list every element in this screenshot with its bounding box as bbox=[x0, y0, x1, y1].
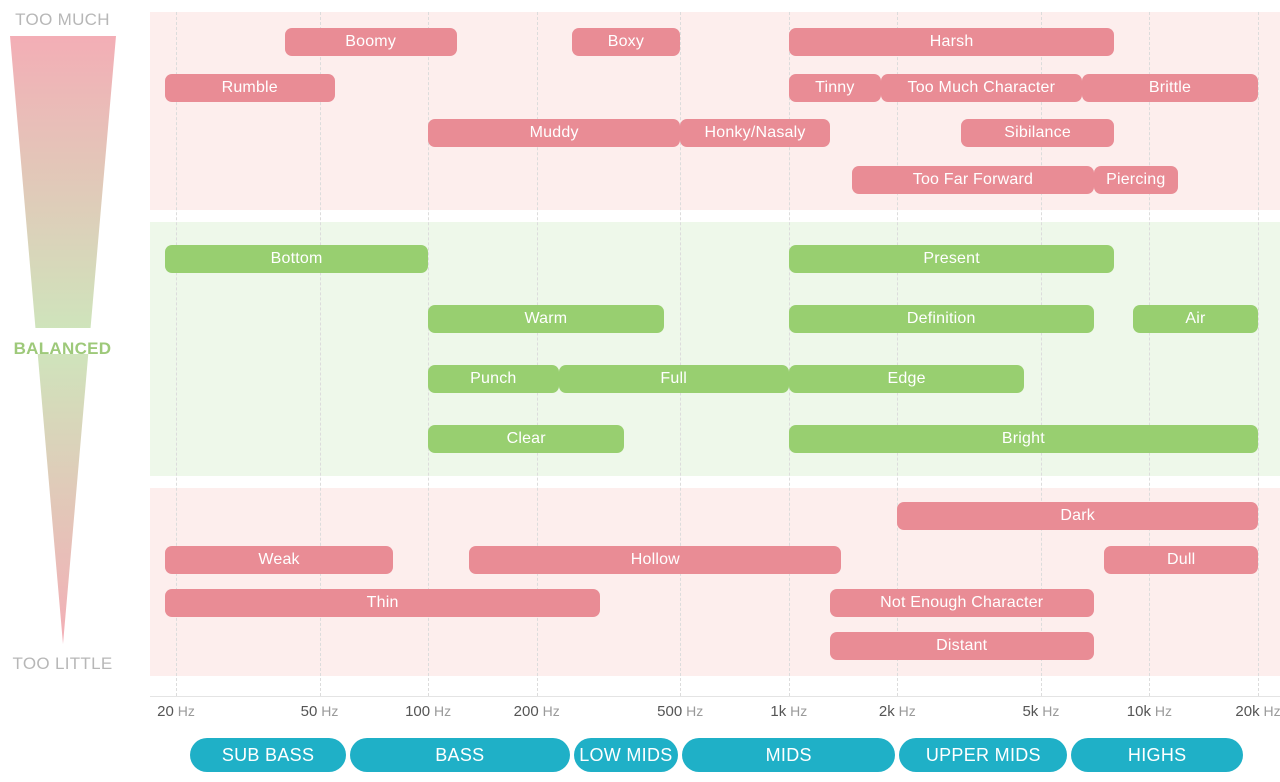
gridline bbox=[897, 12, 899, 696]
tick-number: 20k bbox=[1235, 703, 1260, 720]
term-distant: Distant bbox=[829, 632, 1094, 660]
tick-label: 200 Hz bbox=[514, 703, 560, 720]
tick-number: 5k bbox=[1022, 703, 1039, 720]
tick-label: 20k Hz bbox=[1235, 703, 1280, 720]
term-full: Full bbox=[558, 365, 789, 393]
tick-number: 10k bbox=[1126, 703, 1151, 720]
gridline bbox=[788, 12, 790, 696]
term-dull: Dull bbox=[1104, 546, 1258, 574]
level-wedge bbox=[10, 36, 116, 644]
term-dark: Dark bbox=[897, 502, 1258, 530]
tick-unit: Hz bbox=[1038, 703, 1060, 719]
term-piercing: Piercing bbox=[1093, 166, 1178, 194]
tick-label: 100 Hz bbox=[405, 703, 451, 720]
range-upper-mids: UPPER MIDS bbox=[899, 738, 1068, 772]
term-present: Present bbox=[788, 245, 1115, 273]
term-edge: Edge bbox=[788, 365, 1025, 393]
tick-unit: Hz bbox=[894, 703, 916, 719]
term-boomy: Boomy bbox=[284, 28, 457, 56]
tick-number: 100 bbox=[405, 703, 431, 720]
gridline bbox=[319, 12, 321, 696]
term-too-much-character: Too Much Character bbox=[880, 74, 1082, 102]
term-hollow: Hollow bbox=[469, 546, 842, 574]
term-rumble: Rumble bbox=[165, 74, 335, 102]
term-muddy: Muddy bbox=[428, 119, 681, 147]
term-bottom: Bottom bbox=[165, 245, 429, 273]
tick-number: 500 bbox=[657, 703, 683, 720]
tick-number: 200 bbox=[513, 703, 539, 720]
range-sub-bass: SUB BASS bbox=[190, 738, 347, 772]
scale-bottom-label: TOO LITTLE bbox=[12, 654, 113, 673]
gridline bbox=[176, 12, 177, 696]
term-thin: Thin bbox=[165, 589, 601, 617]
term-harsh: Harsh bbox=[788, 28, 1115, 56]
tick-unit: Hz bbox=[1259, 703, 1280, 719]
term-honky-nasaly: Honky/Nasaly bbox=[680, 119, 830, 147]
tick-unit: Hz bbox=[1150, 703, 1172, 719]
range-low-mids: LOW MIDS bbox=[573, 738, 679, 772]
scale-top-label: TOO MUCH bbox=[15, 10, 110, 29]
range-bass: BASS bbox=[350, 738, 570, 772]
term-tinny: Tinny bbox=[788, 74, 881, 102]
gridline bbox=[1149, 12, 1151, 696]
tick-label: 10k Hz bbox=[1127, 703, 1172, 720]
scale-mid-label: BALANCED bbox=[13, 339, 112, 358]
frequency-axis-line bbox=[150, 696, 1280, 697]
tick-label: 1k Hz bbox=[770, 703, 807, 720]
term-warm: Warm bbox=[428, 305, 664, 333]
gridline bbox=[536, 12, 538, 696]
tick-unit: Hz bbox=[538, 703, 560, 719]
tick-number: 50 bbox=[300, 703, 318, 720]
range-mids: MIDS bbox=[682, 738, 896, 772]
tick-label: 2k Hz bbox=[879, 703, 916, 720]
term-weak: Weak bbox=[165, 546, 394, 574]
tick-number: 1k bbox=[770, 703, 787, 720]
term-too-far-forward: Too Far Forward bbox=[852, 166, 1094, 194]
tick-unit: Hz bbox=[317, 703, 339, 719]
gridline bbox=[1258, 12, 1259, 696]
gridline bbox=[1040, 12, 1042, 696]
range-highs: HIGHS bbox=[1071, 738, 1243, 772]
tick-label: 50 Hz bbox=[301, 703, 339, 720]
term-clear: Clear bbox=[428, 425, 625, 453]
term-brittle: Brittle bbox=[1082, 74, 1258, 102]
tick-unit: Hz bbox=[173, 703, 195, 719]
gridline bbox=[680, 12, 682, 696]
tick-label: 5k Hz bbox=[1022, 703, 1059, 720]
tick-number: 20 bbox=[157, 703, 174, 720]
tick-unit: Hz bbox=[430, 703, 452, 719]
term-not-enough-character: Not Enough Character bbox=[829, 589, 1094, 617]
gridline bbox=[428, 12, 430, 696]
term-air: Air bbox=[1132, 305, 1258, 333]
tick-unit: Hz bbox=[786, 703, 808, 719]
term-bright: Bright bbox=[788, 425, 1258, 453]
term-punch: Punch bbox=[428, 365, 559, 393]
tick-label: 500 Hz bbox=[657, 703, 703, 720]
term-definition: Definition bbox=[788, 305, 1094, 333]
tick-number: 2k bbox=[878, 703, 895, 720]
tick-unit: Hz bbox=[682, 703, 704, 719]
term-boxy: Boxy bbox=[571, 28, 681, 56]
tick-label: 20 Hz bbox=[157, 703, 195, 720]
term-sibilance: Sibilance bbox=[960, 119, 1115, 147]
